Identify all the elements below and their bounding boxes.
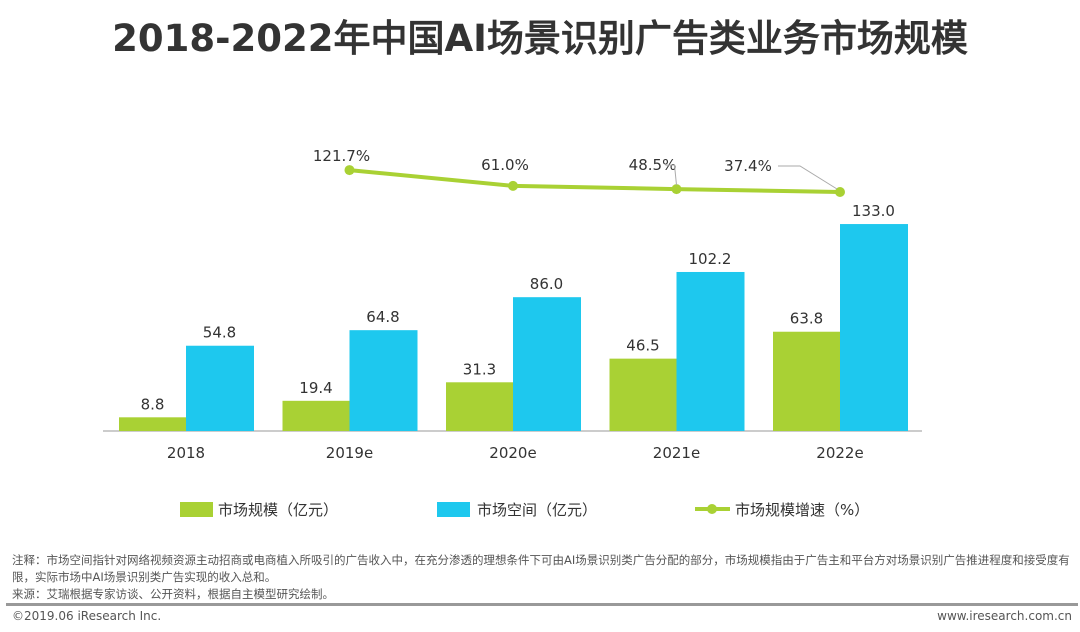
chart-title: 2018-2022年中国AI场景识别广告类业务市场规模 xyxy=(112,17,968,60)
data-label: 63.8 xyxy=(790,310,823,328)
footer-copyright: ©2019.06 iResearch Inc. xyxy=(12,609,162,623)
legend-swatch-market-space xyxy=(437,502,470,517)
bar-market-size xyxy=(119,417,186,431)
chart: 8.8 54.8 2018 19.4 64.8 2019e 31.3 86.0 2020e 46.… xyxy=(103,147,922,519)
growth-label: 48.5% xyxy=(629,156,677,174)
bar-market-space xyxy=(840,224,908,431)
data-label: 8.8 xyxy=(141,395,165,413)
data-label: 54.8 xyxy=(203,324,236,342)
x-tick-label: 2018 xyxy=(167,444,205,462)
bar-market-space xyxy=(186,345,254,431)
growth-label: 61.0% xyxy=(481,156,529,174)
growth-point xyxy=(835,187,845,197)
legend-label: 市场规模增速（%） xyxy=(735,501,869,519)
data-label: 86.0 xyxy=(530,275,563,293)
bar-market-size xyxy=(609,358,677,431)
bar-market-space xyxy=(676,271,745,431)
data-label: 102.2 xyxy=(689,250,732,268)
chart-source: 来源：艾瑞根据专家访谈、公开资料，根据自主模型研究绘制。 xyxy=(12,587,334,601)
growth-label: 121.7% xyxy=(313,147,370,165)
data-label: 19.4 xyxy=(299,379,332,397)
x-tick-label: 2019e xyxy=(326,444,373,462)
data-label: 31.3 xyxy=(463,360,496,378)
data-label: 64.8 xyxy=(366,308,399,326)
bar-market-size xyxy=(446,382,513,431)
legend-swatch-growth-marker xyxy=(707,504,717,514)
leader-line xyxy=(665,164,677,186)
legend-label: 市场空间（亿元） xyxy=(477,501,597,519)
data-label: 133.0 xyxy=(852,202,895,220)
chart-note: 注释：市场空间指针对网络视频资源主动招商或电商植入所吸引的广告收入中，在充分渗透… xyxy=(12,553,1070,584)
bar-market-size xyxy=(282,400,350,431)
growth-line xyxy=(349,168,841,194)
growth-point xyxy=(344,165,355,176)
bar-market-space xyxy=(349,330,418,431)
footer-divider xyxy=(6,603,1078,606)
x-tick-label: 2020e xyxy=(489,444,536,462)
growth-point xyxy=(671,184,682,195)
x-tick-label: 2022e xyxy=(816,444,863,462)
bar-market-space xyxy=(513,297,581,431)
x-tick-label: 2021e xyxy=(653,444,700,462)
bar-market-size xyxy=(773,331,840,431)
growth-point xyxy=(508,180,518,191)
legend-swatch-market-size xyxy=(180,502,213,517)
footer-website[interactable]: www.iresearch.com.cn xyxy=(937,609,1072,623)
legend-label: 市场规模（亿元） xyxy=(218,501,338,519)
data-label: 46.5 xyxy=(626,337,659,355)
leader-line xyxy=(778,165,838,190)
growth-label: 37.4% xyxy=(724,157,772,175)
